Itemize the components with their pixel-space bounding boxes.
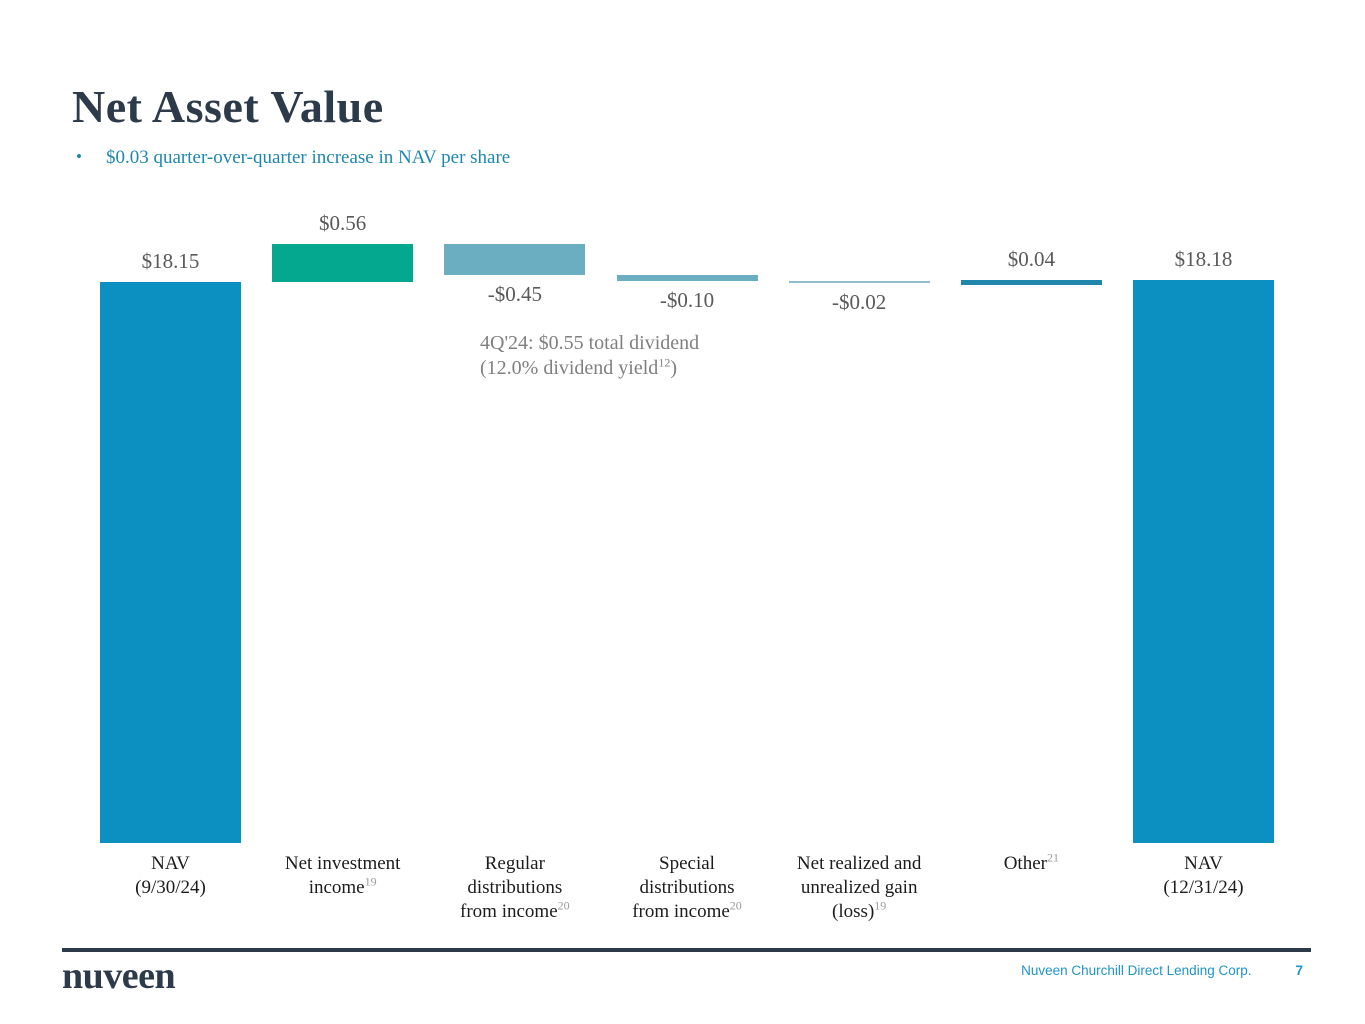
footer-divider	[62, 948, 1311, 952]
category-label-special-distributions: Special distributions from income20	[632, 853, 742, 922]
value-label-special-distributions: -$0.10	[659, 288, 715, 313]
bar-nav-start	[100, 282, 241, 843]
bar-net-realized-unrealized	[788, 281, 930, 283]
bar-net-investment-income	[272, 244, 414, 283]
value-label-net-realized-unrealized: -$0.02	[832, 289, 887, 314]
category-label-other: Other21	[1003, 850, 1059, 874]
value-label-other: $0.04	[1007, 247, 1055, 272]
category-label-regular-distributions: Regular distributions from income20	[460, 853, 570, 922]
value-label-net-investment-income: $0.56	[319, 211, 367, 235]
nuveen-logo: nuveen	[62, 955, 176, 997]
bullet-item: • $0.03 quarter-over-quarter increase in …	[76, 147, 976, 169]
category-label-nav-start: NAV (9/30/24)	[135, 853, 206, 898]
bar-nav-end	[1133, 280, 1275, 843]
footer-company: Nuveen Churchill Direct Lending Corp.	[1021, 963, 1252, 978]
value-label-nav-start: $18.15	[141, 249, 200, 274]
category-label-nav-end: NAV (12/31/24)	[1163, 853, 1244, 898]
category-label-net-realized-unrealized: Net realized and unrealized gain (loss)19	[796, 853, 922, 922]
footer: Nuveen Churchill Direct Lending Corp. 7	[1021, 963, 1303, 978]
value-label-regular-distributions: -$0.45	[487, 281, 542, 306]
bullet-text: $0.03 quarter-over-quarter increase in N…	[106, 147, 511, 168]
bullet-icon: •	[76, 147, 82, 166]
page-number: 7	[1295, 963, 1303, 978]
value-label-nav-end: $18.18	[1174, 247, 1233, 272]
dividend-annotation: 4Q'24: $0.55 total dividend (12.0% divide…	[480, 332, 700, 379]
bar-special-distributions	[616, 274, 758, 282]
category-label-net-investment-income: Net investment income19	[284, 853, 401, 898]
bar-regular-distributions	[444, 244, 586, 275]
page-title: Net Asset Value	[72, 81, 384, 132]
bar-other	[960, 280, 1102, 285]
